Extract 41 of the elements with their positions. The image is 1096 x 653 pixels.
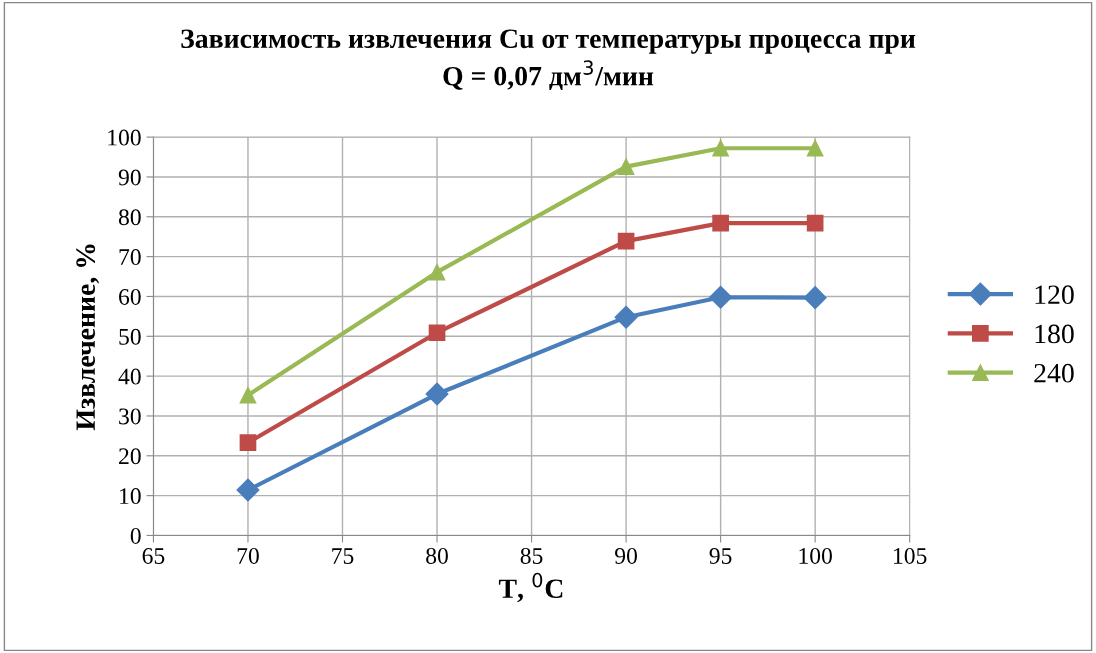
y-tick-label: 20 bbox=[119, 448, 141, 465]
point bbox=[806, 139, 824, 157]
point bbox=[428, 324, 446, 342]
legend-label: 120 bbox=[1035, 285, 1074, 305]
point bbox=[428, 263, 446, 281]
point bbox=[239, 434, 257, 451]
point bbox=[236, 478, 260, 502]
x-tick-label: 90 bbox=[615, 547, 637, 564]
x-tick-label: 100 bbox=[799, 547, 832, 564]
x-tick-label: 85 bbox=[520, 547, 543, 564]
x-tick-label: 80 bbox=[426, 547, 448, 564]
y-tick-label: 40 bbox=[118, 368, 141, 385]
point bbox=[709, 285, 733, 309]
y-tick-label: 50 bbox=[119, 328, 141, 345]
point bbox=[617, 232, 635, 250]
point bbox=[614, 305, 638, 329]
y-tick-label: 60 bbox=[119, 288, 141, 305]
point bbox=[617, 158, 635, 175]
y-tick-label: 0 bbox=[130, 527, 141, 544]
point bbox=[806, 214, 824, 232]
y-tick-label: 10 bbox=[120, 488, 141, 505]
y-axis-title: Извлечение, % bbox=[76, 244, 100, 431]
x-tick-label: 95 bbox=[709, 548, 732, 564]
x-tick-label: 70 bbox=[237, 547, 259, 564]
y-tick-label: 80 bbox=[118, 209, 141, 226]
legend-label: 240 bbox=[1034, 363, 1074, 383]
x-tick-label: 105 bbox=[894, 547, 927, 564]
x-axis-title: T, $^{0}$C bbox=[498, 572, 563, 603]
point bbox=[803, 286, 827, 310]
y-tick-label: 90 bbox=[118, 169, 141, 186]
point bbox=[239, 386, 257, 404]
chart-title: Зависимость извлечения Cu от температуры процесса при Q = 0,07 дм$^{3}$/мин bbox=[181, 29, 916, 91]
legend-label: 180 bbox=[1035, 324, 1074, 344]
point bbox=[712, 214, 729, 232]
y-tick-label: 70 bbox=[119, 249, 141, 266]
x-tick-label: 75 bbox=[332, 548, 354, 564]
y-tick-label: 100 bbox=[108, 129, 141, 146]
x-tick-label: 65 bbox=[142, 548, 165, 564]
point bbox=[425, 382, 449, 406]
y-tick-label: 30 bbox=[119, 408, 141, 425]
point bbox=[712, 139, 729, 157]
